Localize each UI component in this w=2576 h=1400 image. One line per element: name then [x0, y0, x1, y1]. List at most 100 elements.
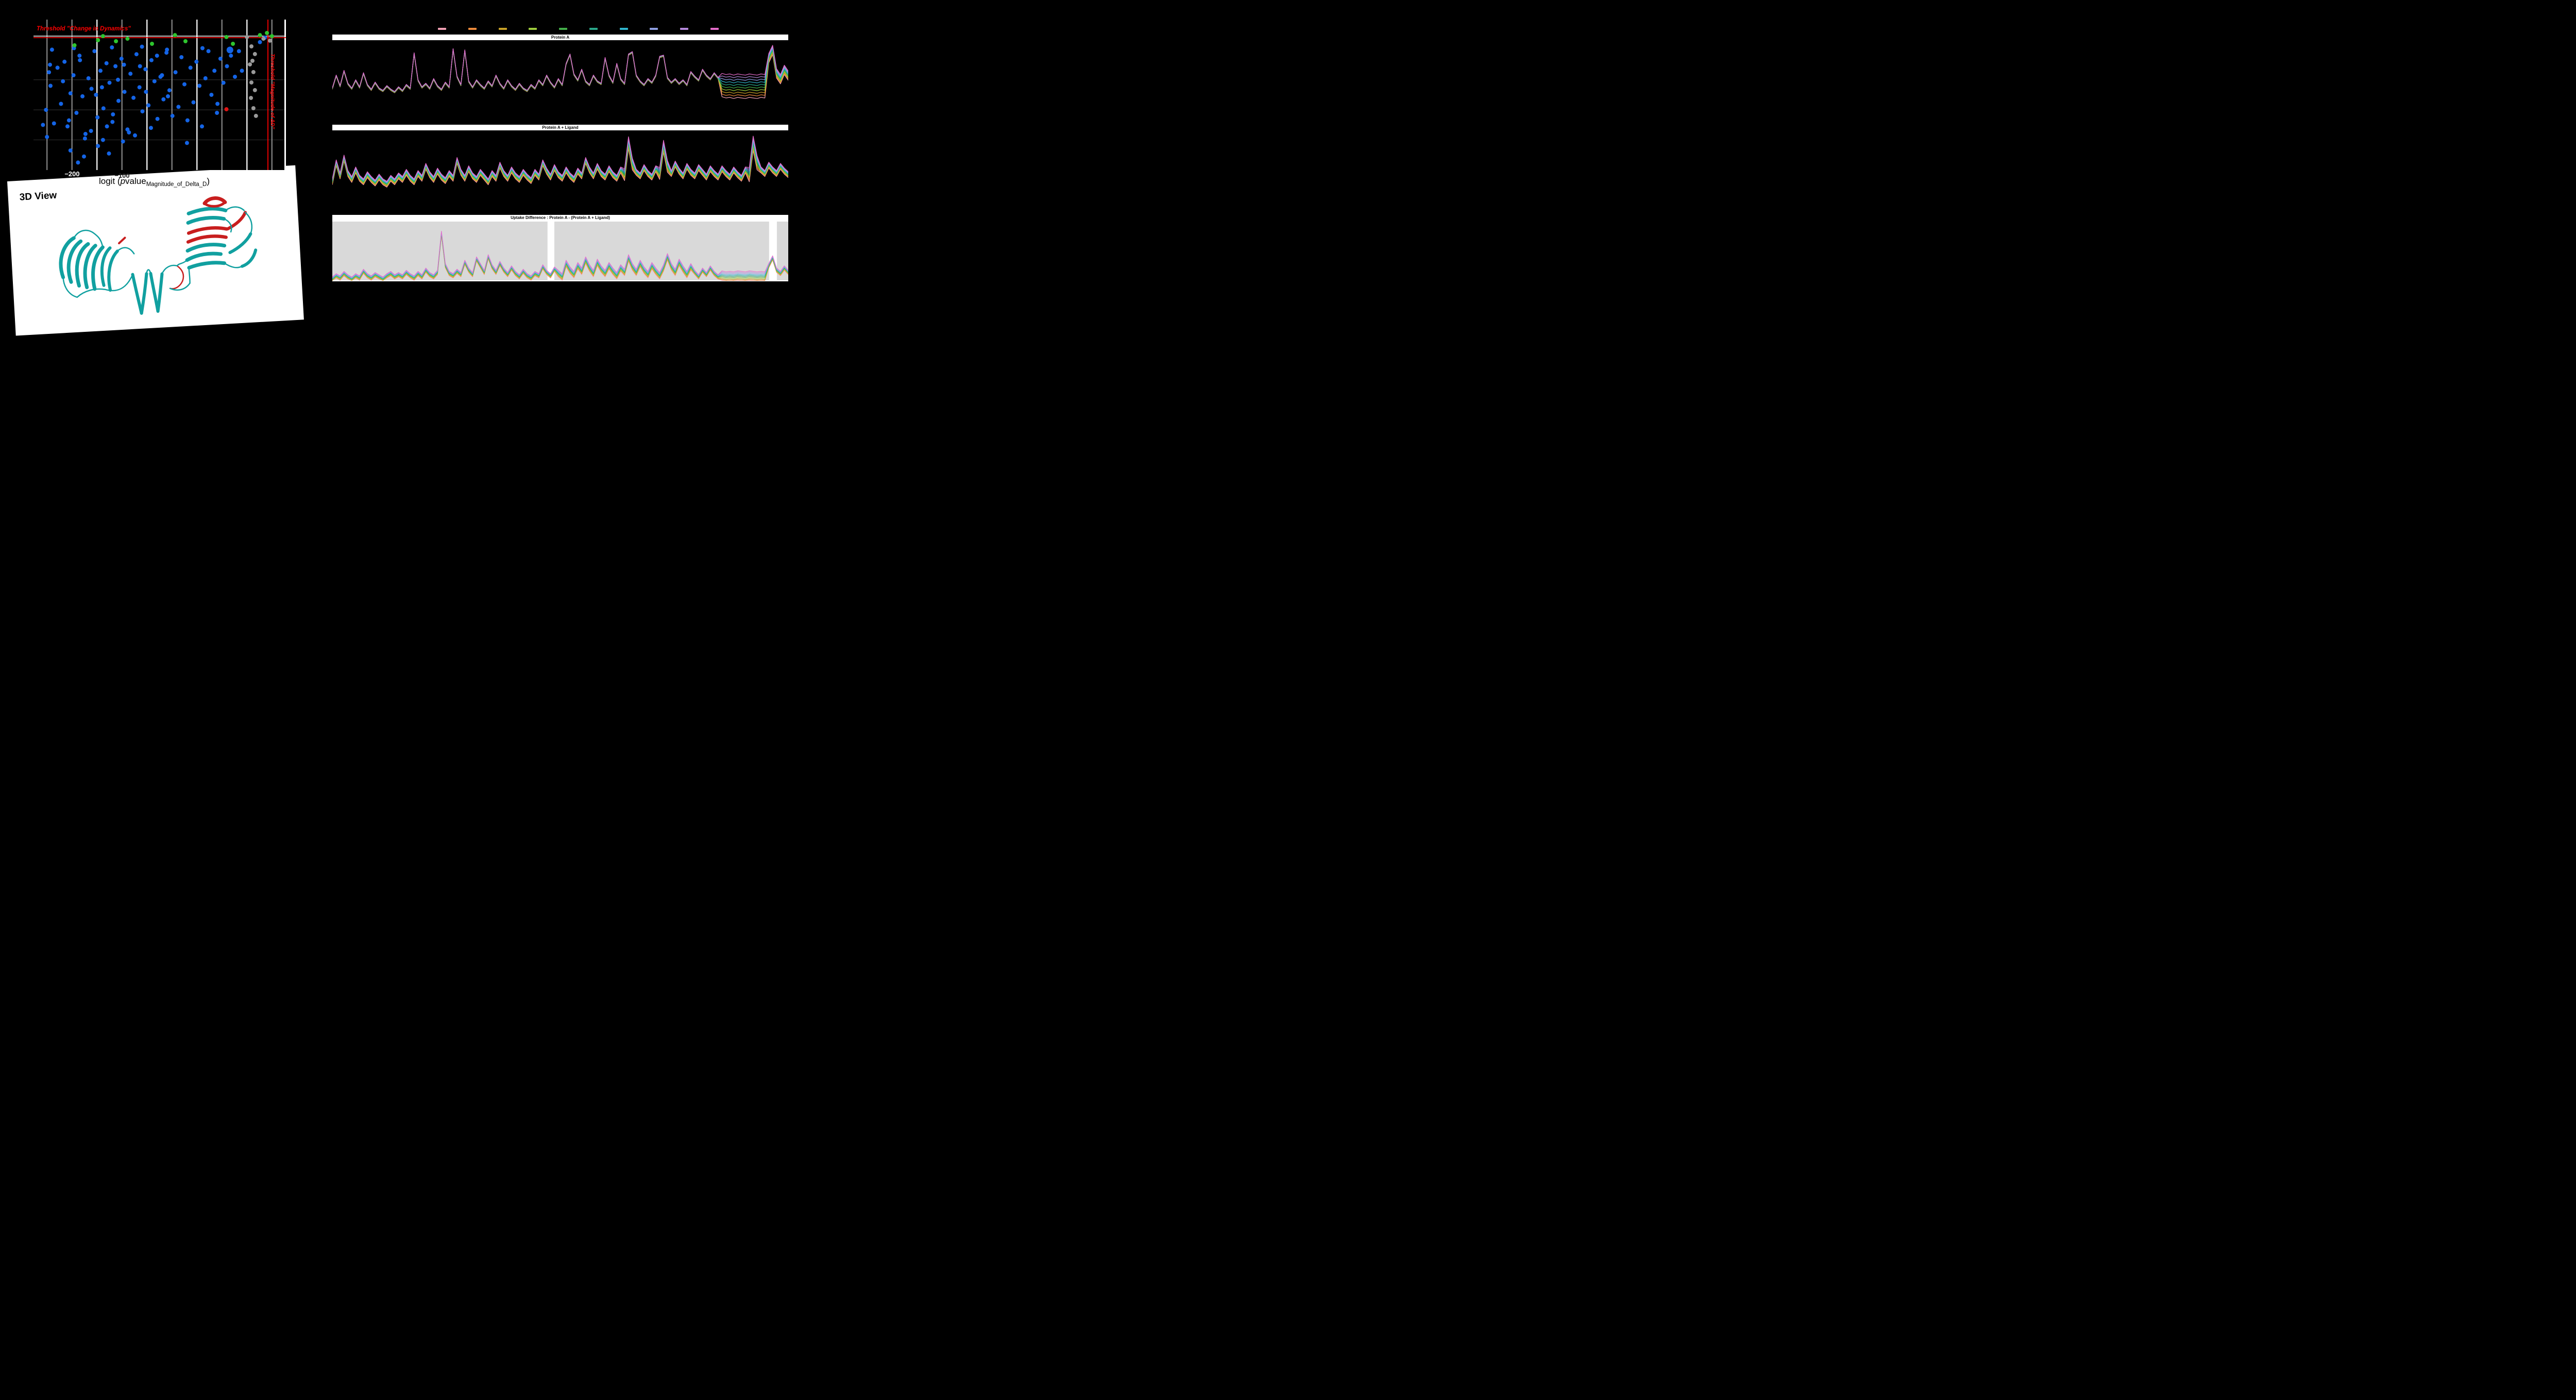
data-point[interactable] [61, 79, 65, 83]
3d-view-panel[interactable]: 3D View [7, 165, 304, 336]
data-point[interactable] [218, 56, 223, 61]
data-point[interactable] [215, 102, 220, 106]
data-point[interactable] [250, 59, 255, 63]
legend-dash[interactable] [559, 27, 568, 30]
data-point[interactable] [200, 46, 205, 50]
data-point[interactable] [49, 47, 54, 52]
data-point[interactable] [82, 136, 87, 141]
data-point[interactable] [104, 61, 109, 65]
data-point[interactable] [209, 93, 214, 97]
data-point[interactable] [269, 34, 274, 39]
data-point[interactable] [226, 46, 233, 54]
data-point[interactable] [122, 90, 127, 94]
data-point[interactable] [99, 85, 104, 90]
data-point[interactable] [127, 130, 131, 134]
legend-dash[interactable] [710, 27, 719, 30]
legend-dash[interactable] [589, 27, 598, 30]
data-point[interactable] [224, 107, 229, 111]
data-point[interactable] [131, 95, 136, 100]
data-point[interactable] [110, 120, 115, 124]
data-point[interactable] [258, 40, 262, 44]
data-point[interactable] [59, 102, 63, 106]
legend-dash[interactable] [680, 27, 689, 30]
data-point[interactable] [44, 108, 48, 112]
data-point[interactable] [249, 96, 253, 100]
data-point[interactable] [128, 72, 133, 76]
data-point[interactable] [125, 37, 130, 41]
data-point[interactable] [65, 124, 70, 129]
data-point[interactable] [236, 49, 241, 54]
data-point[interactable] [249, 44, 253, 48]
data-point[interactable] [252, 52, 257, 56]
uptake-chart-protein-a[interactable] [332, 40, 789, 123]
data-point[interactable] [89, 129, 93, 133]
data-point[interactable] [240, 69, 244, 73]
data-point[interactable] [116, 98, 121, 103]
data-point[interactable] [258, 33, 262, 38]
data-point[interactable] [268, 38, 272, 43]
data-point[interactable] [179, 55, 184, 59]
data-point[interactable] [225, 64, 229, 69]
data-point[interactable] [251, 106, 256, 110]
data-point[interactable] [96, 144, 100, 148]
data-point[interactable] [221, 80, 226, 85]
data-point[interactable] [167, 88, 172, 93]
data-point[interactable] [203, 76, 208, 80]
data-point[interactable] [45, 134, 49, 139]
data-point[interactable] [152, 79, 157, 83]
data-point[interactable] [215, 111, 219, 115]
data-point[interactable] [185, 118, 190, 123]
data-point[interactable] [140, 44, 144, 49]
data-point[interactable] [253, 113, 258, 118]
data-point[interactable] [47, 70, 52, 75]
data-point[interactable] [66, 118, 71, 123]
data-point[interactable] [182, 82, 187, 87]
data-point[interactable] [183, 39, 188, 43]
data-point[interactable] [100, 34, 105, 39]
data-point[interactable] [176, 105, 181, 109]
data-point[interactable] [248, 62, 252, 66]
legend-dash[interactable] [650, 27, 658, 30]
data-point[interactable] [94, 93, 98, 97]
legend-dash[interactable] [498, 27, 507, 30]
data-point[interactable] [251, 70, 256, 74]
data-point[interactable] [224, 35, 229, 39]
data-point[interactable] [89, 87, 94, 91]
data-point[interactable] [77, 54, 82, 58]
data-point[interactable] [86, 76, 91, 80]
data-point[interactable] [121, 139, 125, 144]
data-point[interactable] [184, 141, 189, 145]
data-point[interactable] [62, 59, 67, 64]
legend-dash[interactable] [438, 27, 446, 30]
data-point[interactable] [149, 58, 154, 62]
legend-dash[interactable] [529, 27, 537, 30]
data-point[interactable] [114, 39, 118, 43]
data-point[interactable] [71, 73, 76, 77]
data-point[interactable] [233, 75, 237, 79]
data-point[interactable] [111, 112, 115, 116]
data-point[interactable] [113, 64, 118, 69]
data-point[interactable] [119, 56, 124, 61]
data-point[interactable] [144, 90, 148, 94]
data-point[interactable] [191, 100, 196, 105]
legend-dash[interactable] [468, 27, 477, 30]
data-point[interactable] [188, 65, 193, 70]
volcano-plot[interactable]: Threshold "Change in Dynamics" Threshold… [33, 20, 286, 170]
data-point[interactable] [74, 111, 79, 115]
data-point[interactable] [173, 33, 177, 38]
data-point[interactable] [96, 38, 100, 42]
data-point[interactable] [68, 148, 73, 153]
data-point[interactable] [146, 103, 151, 108]
data-point[interactable] [165, 47, 170, 52]
data-point[interactable] [155, 54, 159, 58]
data-point[interactable] [149, 126, 153, 130]
uptake-chart-protein-a-ligand[interactable] [332, 130, 789, 213]
data-point[interactable] [170, 113, 175, 118]
data-point[interactable] [80, 94, 85, 98]
data-point[interactable] [122, 62, 126, 67]
data-point[interactable] [194, 59, 199, 64]
data-point[interactable] [137, 85, 142, 90]
data-point[interactable] [48, 83, 53, 88]
data-point[interactable] [161, 97, 166, 102]
data-point[interactable] [52, 121, 56, 126]
